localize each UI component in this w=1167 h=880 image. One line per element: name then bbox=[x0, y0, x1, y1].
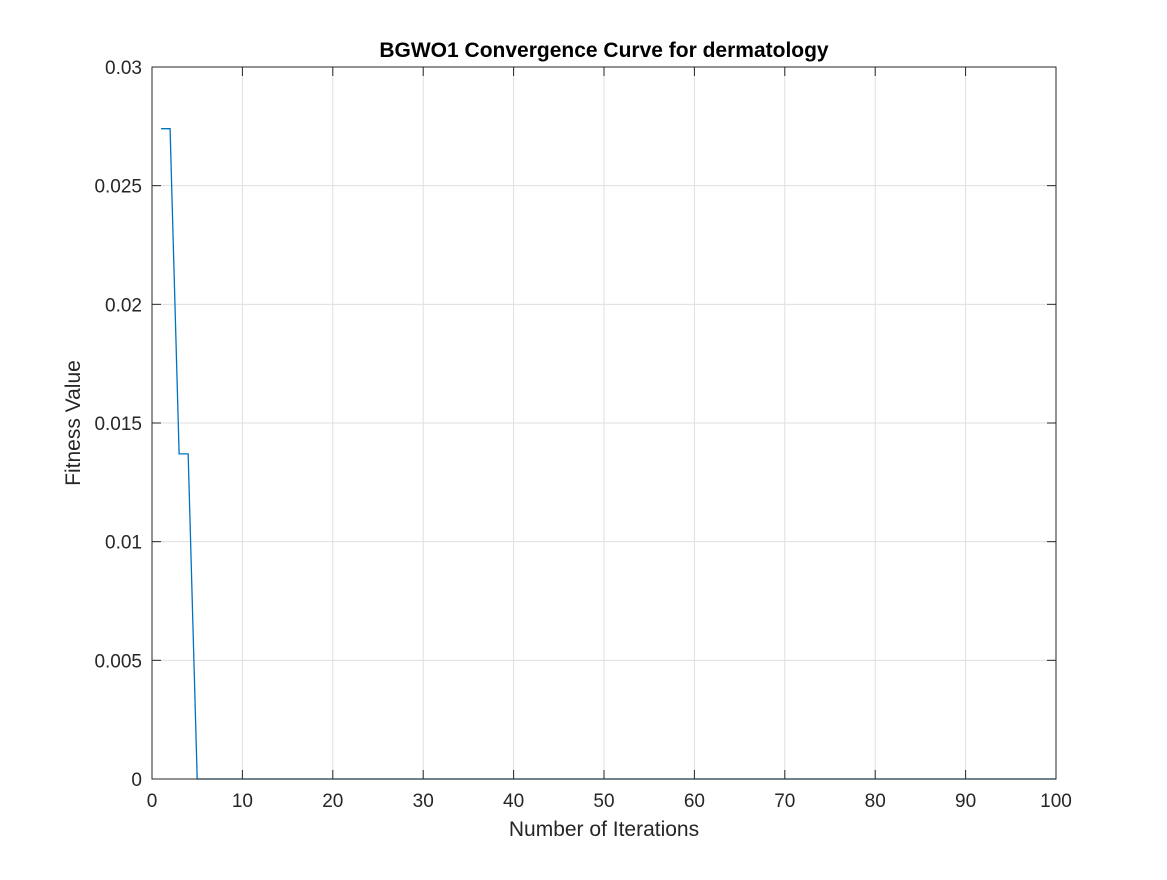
x-tick-label: 80 bbox=[865, 791, 886, 812]
y-tick-label: 0.005 bbox=[94, 651, 142, 672]
y-tick-label: 0.03 bbox=[105, 58, 142, 79]
y-tick-label: 0.02 bbox=[105, 295, 142, 316]
x-tick-label: 90 bbox=[955, 791, 976, 812]
x-tick-label: 0 bbox=[147, 791, 158, 812]
x-tick-labels: 0 10 20 30 40 50 60 70 80 90 100 bbox=[147, 791, 1072, 812]
y-tick-label: 0.025 bbox=[94, 177, 142, 198]
x-tick-label: 60 bbox=[684, 791, 705, 812]
y-tick-labels: 0 0.005 0.01 0.015 0.02 0.025 0.03 bbox=[94, 58, 142, 791]
x-tick-label: 40 bbox=[503, 791, 524, 812]
x-tick-label: 30 bbox=[413, 791, 434, 812]
x-axis-title: Number of Iterations bbox=[509, 818, 699, 841]
x-tick-label: 70 bbox=[774, 791, 795, 812]
x-tick-label: 20 bbox=[322, 791, 343, 812]
y-tick-label: 0.015 bbox=[94, 414, 142, 435]
chart-title: BGWO1 Convergence Curve for dermatology bbox=[379, 39, 829, 62]
axes-box bbox=[151, 66, 1057, 780]
grid-lines bbox=[152, 67, 1056, 779]
y-tick-label: 0 bbox=[131, 770, 142, 791]
y-axis-title: Fitness Value bbox=[62, 360, 85, 486]
x-tick-label: 100 bbox=[1040, 791, 1072, 812]
y-tick-label: 0.01 bbox=[105, 533, 142, 554]
x-tick-label: 50 bbox=[593, 791, 614, 812]
x-tick-label: 10 bbox=[232, 791, 253, 812]
